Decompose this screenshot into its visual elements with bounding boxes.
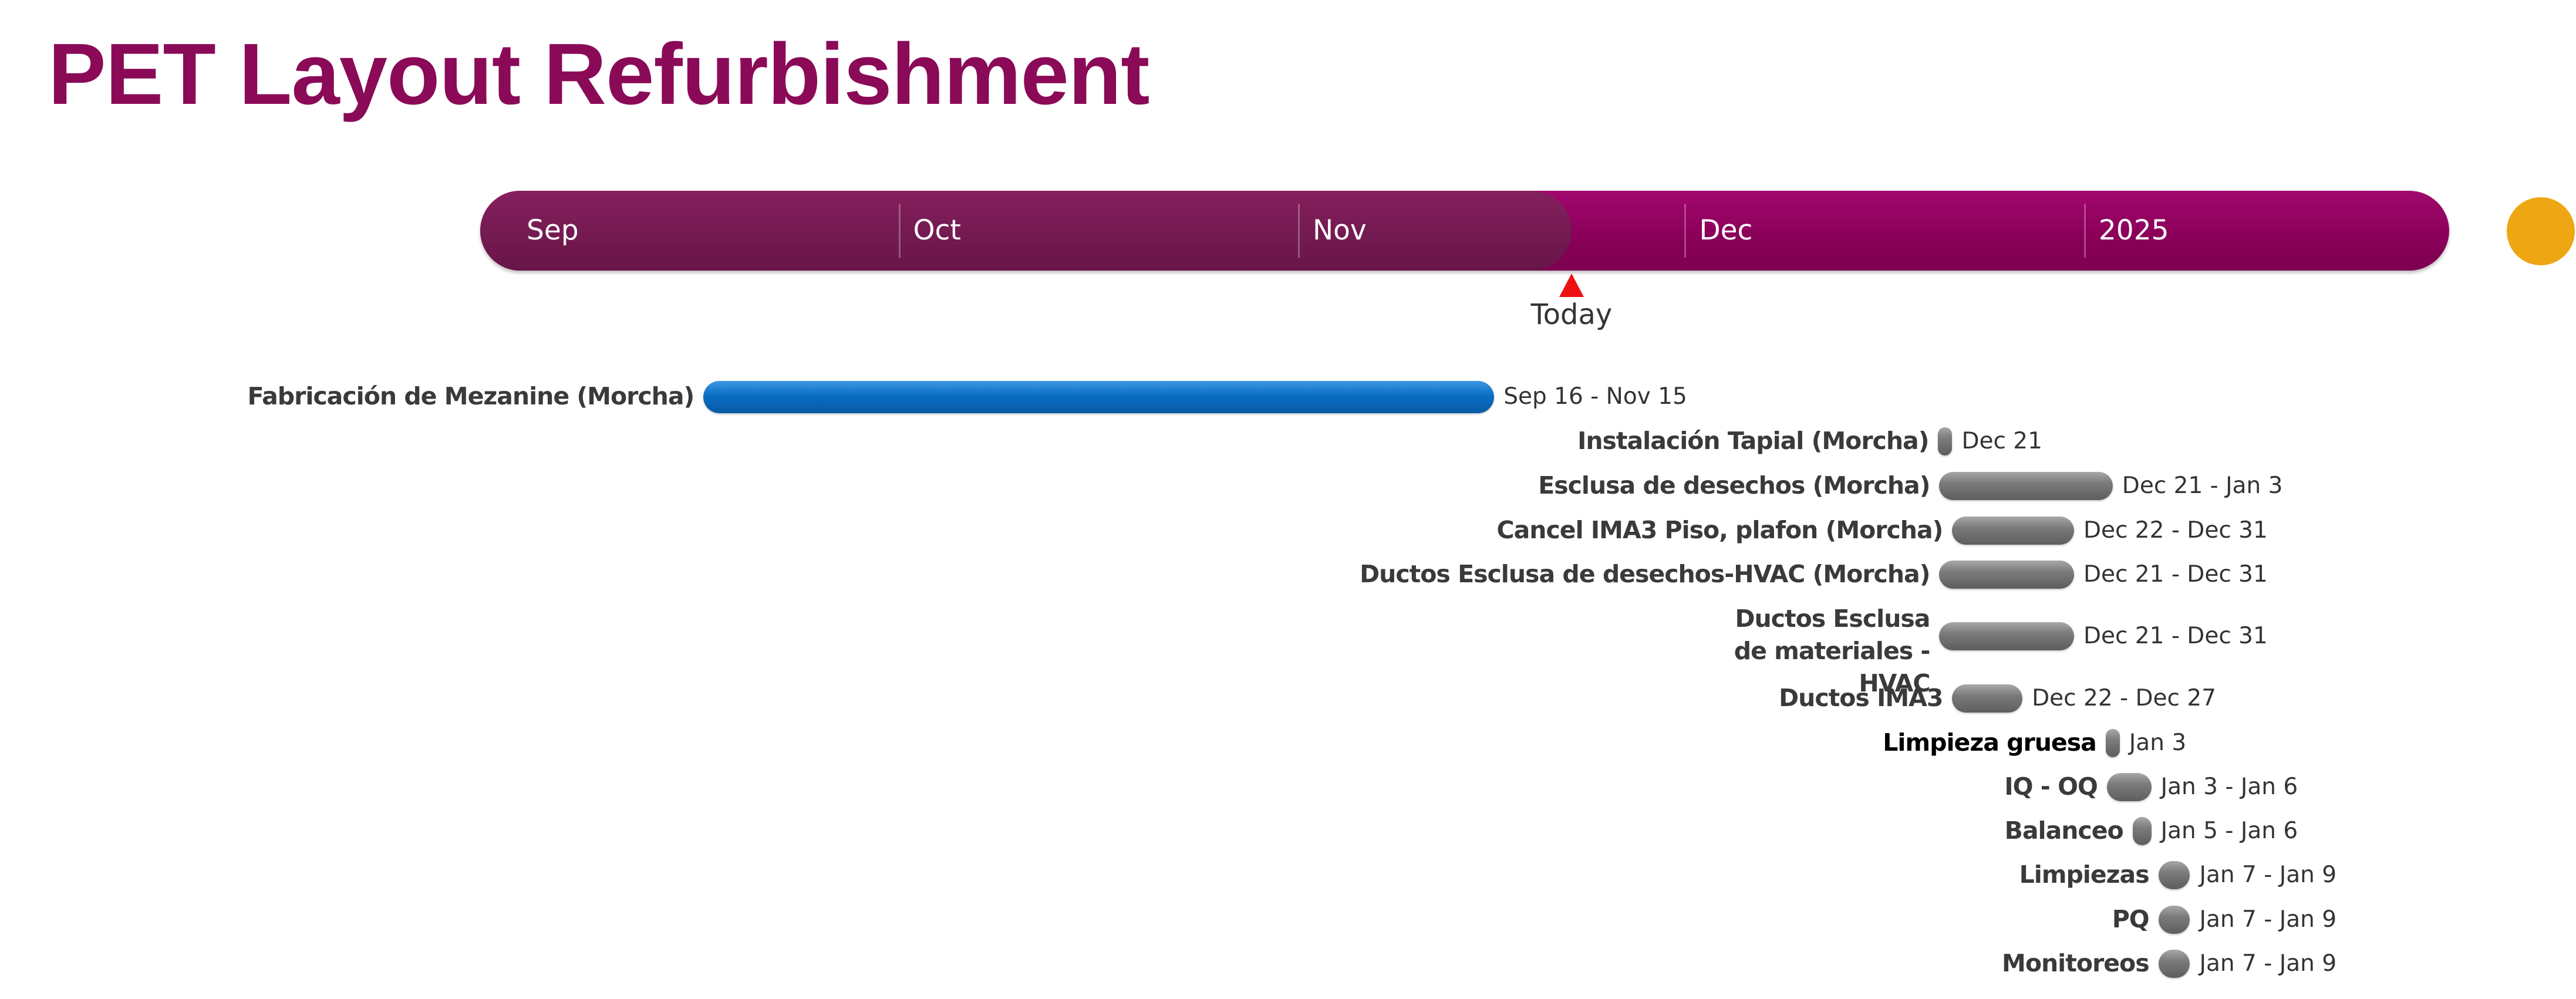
task-date-label: Dec 22 - Dec 31	[2083, 517, 2268, 544]
task-label: Cancel IMA3 Piso, plafon (Morcha)	[1496, 516, 1944, 544]
task-bar	[2158, 950, 2190, 978]
task-label: Esclusa de desechos (Morcha)	[1538, 471, 1930, 500]
timescale-label: Nov	[1312, 214, 1367, 247]
task-date-label: Dec 21 - Dec 31	[2083, 623, 2268, 649]
timescale-label: 2025	[2098, 214, 2169, 247]
timescale-label: Dec	[1699, 214, 1753, 247]
elapsed-band	[480, 191, 1572, 271]
task-date-label: Jan 3	[2129, 730, 2187, 756]
timescale-separator	[2083, 204, 2086, 258]
task-date-label: Jan 3 - Jan 6	[2160, 774, 2298, 800]
task-label: Ductos IMA3	[1779, 684, 1943, 712]
task-bar	[2158, 861, 2190, 889]
task-label: Ductos Esclusa de desechos-HVAC (Morcha)	[1360, 560, 1930, 588]
task-date-label: Jan 7 - Jan 9	[2199, 950, 2337, 977]
task-label: Limpieza gruesa	[1883, 728, 2097, 757]
task-bar	[703, 380, 1495, 413]
task-label: Instalación Tapial (Morcha)	[1577, 427, 1929, 455]
task-date-label: Jan 5 - Jan 6	[2160, 818, 2298, 844]
timescale-separator	[898, 204, 901, 258]
timescale-band: Sep Oct Nov Dec 2025	[480, 191, 2449, 271]
task-bar	[2132, 817, 2152, 845]
task-bar	[1938, 427, 1953, 455]
timescale-label: Oct	[913, 214, 961, 247]
today-label: Today	[1530, 298, 1613, 331]
task-date-label: Dec 21 - Dec 31	[2083, 561, 2268, 588]
task-bar	[1939, 561, 2074, 589]
task-bar	[2158, 906, 2190, 934]
task-bar	[1952, 517, 2074, 545]
task-label: Balanceo	[2004, 816, 2124, 845]
task-label: Fabricación de Mezanine (Morcha)	[247, 382, 694, 410]
task-bar	[1939, 472, 2113, 500]
task-label: PQ	[2112, 905, 2150, 933]
today-marker-icon	[1559, 274, 1584, 297]
task-date-label: Dec 22 - Dec 27	[2032, 685, 2216, 711]
task-bar	[1939, 622, 2074, 650]
task-date-label: Jan 7 - Jan 9	[2199, 862, 2337, 888]
task-bar	[2105, 729, 2120, 757]
task-label: IQ - OQ	[2004, 772, 2098, 801]
task-label: Monitoreos	[2002, 949, 2150, 977]
task-date-label: Jan 7 - Jan 9	[2199, 906, 2337, 933]
task-label: Ductos Esclusa de materiales - HVAC	[1734, 605, 1931, 697]
task-date-label: Dec 21 - Jan 3	[2122, 473, 2283, 499]
timescale-label: Sep	[527, 214, 579, 247]
task-label: Limpiezas	[2019, 860, 2150, 889]
task-date-label: Sep 16 - Nov 15	[1503, 383, 1687, 410]
task-date-label: Dec 21	[1961, 428, 2042, 454]
end-milestone-dot	[2507, 197, 2575, 265]
task-bar	[2106, 773, 2152, 801]
timescale-separator	[1297, 204, 1300, 258]
timescale-separator	[1684, 204, 1687, 258]
chart-title: PET Layout Refurbishment	[48, 26, 1150, 123]
task-bar	[1952, 684, 2023, 713]
